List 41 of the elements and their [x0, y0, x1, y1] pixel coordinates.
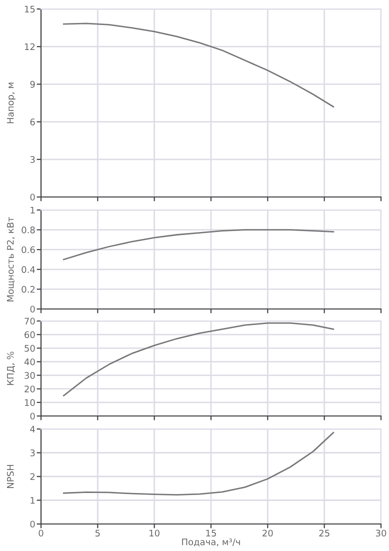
x-axis-title: Подача, м³/ч — [182, 538, 240, 546]
line-series — [62, 229, 334, 260]
y-tick-label: 3 — [30, 449, 35, 456]
y-tick-label: 3 — [30, 156, 35, 163]
y-tick-label: 1 — [30, 206, 35, 214]
y-axis-title: КПД, % — [6, 352, 16, 385]
x-tick-label: 5 — [95, 530, 100, 537]
y-tick-label: 0.2 — [22, 286, 35, 293]
y-tick-label: 0 — [30, 520, 35, 528]
y-tick-label: 50 — [24, 344, 35, 352]
x-tick-label: 25 — [319, 530, 330, 537]
y-tick-label: 0 — [30, 194, 35, 201]
y-tick-label: 15 — [24, 6, 35, 13]
x-tick-label: 20 — [262, 530, 273, 537]
x-tick-label: 10 — [150, 530, 160, 537]
y-tick-label: 20 — [24, 386, 35, 392]
y-tick-label: 1 — [30, 497, 35, 504]
y-tick-label: 6 — [30, 118, 35, 126]
y-tick-label: 60 — [24, 331, 35, 338]
line-series — [62, 22, 334, 108]
y-tick-label: 0 — [30, 306, 35, 313]
y-tick-label: 0.6 — [22, 246, 35, 254]
x-tick-label: 0 — [38, 530, 44, 537]
y-tick-label: 70 — [24, 318, 35, 325]
y-tick-label: 12 — [24, 43, 35, 50]
y-tick-label: 10 — [24, 399, 35, 406]
y-axis-title: Напор, м — [7, 82, 16, 124]
line-series — [62, 322, 334, 396]
line-series — [62, 432, 334, 496]
y-tick-label: 9 — [30, 80, 35, 88]
y-axis-title: Мощность P2, кВт — [6, 217, 15, 302]
y-axis-title: NPSH — [6, 465, 14, 488]
x-tick-label: 30 — [376, 530, 386, 537]
y-tick-label: 30 — [24, 372, 35, 379]
y-tick-label: 0 — [30, 412, 35, 420]
y-tick-label: 0.8 — [22, 226, 35, 234]
y-tick-label: 40 — [24, 358, 35, 366]
y-tick-label: 4 — [30, 426, 35, 432]
x-tick-label: 15 — [206, 530, 216, 537]
y-tick-label: 2 — [30, 473, 35, 480]
y-tick-label: 0.4 — [22, 266, 35, 273]
